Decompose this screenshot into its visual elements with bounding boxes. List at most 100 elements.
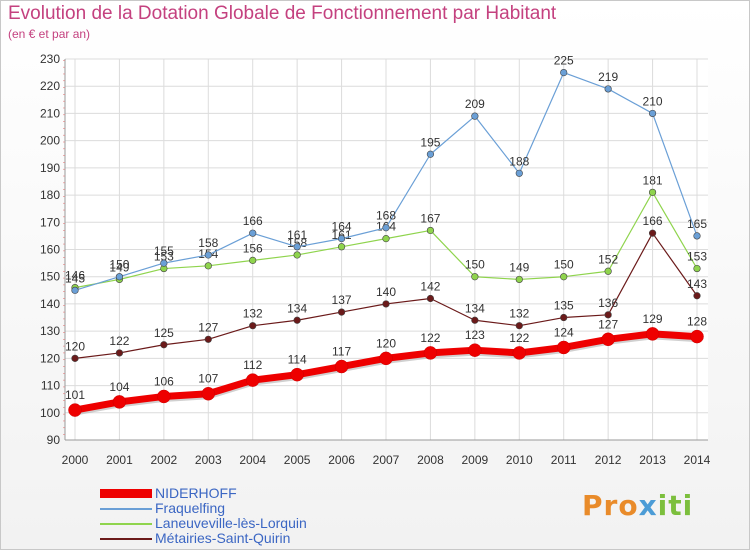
- x-tick-label: 2001: [106, 453, 133, 467]
- data-label-fraquelfing: 164: [332, 220, 352, 234]
- point-laneuveville-les-lorquin: [693, 264, 701, 273]
- legend-swatch: [100, 508, 152, 510]
- logo-part-3: iti: [657, 489, 694, 522]
- data-label-fraquelfing: 158: [198, 236, 218, 250]
- point-metairies-saint-quirin: [515, 322, 523, 330]
- data-label-fraquelfing: 166: [243, 214, 263, 228]
- data-label-laneuveville-les-lorquin: 149: [509, 260, 529, 274]
- legend-label: Métairies-Saint-Quirin: [155, 530, 291, 546]
- point-fraquelfing: [204, 251, 212, 259]
- chart-subtitle: (en € et par an): [8, 27, 91, 41]
- data-label-niderhoff: 122: [509, 331, 529, 345]
- data-label-niderhoff: 114: [288, 353, 307, 367]
- data-label-fraquelfing: 219: [598, 70, 618, 84]
- y-tick-label: 170: [40, 215, 60, 229]
- logo-part-1: Pro: [582, 489, 639, 522]
- x-tick-label: 2013: [639, 453, 666, 467]
- point-niderhoff: [245, 373, 260, 387]
- data-label-metairies-saint-quirin: 166: [643, 214, 663, 228]
- point-metairies-saint-quirin: [604, 311, 612, 319]
- point-niderhoff: [645, 327, 660, 341]
- data-label-fraquelfing: 209: [465, 97, 485, 111]
- data-label-laneuveville-les-lorquin: 149: [109, 260, 129, 274]
- legend-swatch: [100, 538, 152, 540]
- x-tick-label: 2007: [373, 453, 400, 467]
- data-label-laneuveville-les-lorquin: 156: [243, 241, 263, 255]
- data-label-laneuveville-les-lorquin: 158: [287, 236, 307, 250]
- point-fraquelfing: [337, 235, 346, 243]
- data-label-laneuveville-les-lorquin: 150: [465, 258, 485, 272]
- point-fraquelfing: [515, 169, 523, 177]
- data-label-fraquelfing: 145: [65, 271, 85, 285]
- point-niderhoff: [157, 389, 171, 404]
- y-tick-label: 110: [41, 379, 60, 393]
- point-fraquelfing: [471, 112, 479, 120]
- point-niderhoff: [112, 395, 127, 409]
- data-label-laneuveville-les-lorquin: 146: [65, 269, 85, 283]
- data-label-fraquelfing: 188: [509, 154, 529, 168]
- point-metairies-saint-quirin: [293, 316, 301, 324]
- data-label-metairies-saint-quirin: 134: [465, 301, 485, 315]
- point-laneuveville-les-lorquin: [515, 275, 523, 284]
- y-tick-label: 150: [40, 270, 60, 284]
- y-tick-label: 190: [40, 161, 60, 175]
- point-niderhoff: [423, 346, 438, 360]
- y-tick-label: 210: [40, 106, 60, 120]
- x-tick-label: 2005: [284, 453, 311, 467]
- data-label-metairies-saint-quirin: 137: [332, 293, 352, 307]
- data-label-metairies-saint-quirin: 142: [420, 279, 440, 293]
- point-laneuveville-les-lorquin: [249, 256, 257, 264]
- point-laneuveville-les-lorquin: [560, 273, 568, 281]
- data-label-niderhoff: 122: [420, 331, 440, 345]
- point-laneuveville-les-lorquin: [426, 226, 435, 235]
- data-label-metairies-saint-quirin: 125: [154, 326, 174, 340]
- data-label-metairies-saint-quirin: 120: [65, 339, 85, 353]
- legend-swatch: [100, 523, 152, 525]
- point-niderhoff: [512, 346, 527, 360]
- data-label-fraquelfing: 165: [687, 217, 707, 231]
- point-metairies-saint-quirin: [648, 229, 657, 237]
- data-label-metairies-saint-quirin: 134: [287, 301, 307, 315]
- x-tick-label: 2009: [462, 453, 489, 467]
- data-label-niderhoff: 128: [687, 315, 707, 329]
- point-metairies-saint-quirin: [71, 354, 79, 362]
- x-tick-label: 2002: [151, 453, 178, 467]
- point-fraquelfing: [382, 224, 390, 232]
- point-niderhoff: [201, 386, 216, 401]
- data-label-laneuveville-les-lorquin: 167: [420, 211, 440, 225]
- data-label-laneuveville-les-lorquin: 150: [554, 258, 574, 272]
- point-metairies-saint-quirin: [115, 349, 124, 357]
- data-label-fraquelfing: 210: [643, 94, 663, 108]
- x-tick-label: 2004: [239, 453, 266, 467]
- data-label-metairies-saint-quirin: 132: [509, 307, 529, 321]
- point-laneuveville-les-lorquin: [604, 267, 612, 275]
- legend-label: Laneuveville-lès-Lorquin: [155, 515, 307, 531]
- data-label-niderhoff: 106: [154, 374, 174, 388]
- x-tick-label: 2012: [595, 453, 622, 467]
- y-tick-label: 120: [40, 351, 60, 365]
- point-niderhoff: [68, 403, 82, 417]
- data-label-laneuveville-les-lorquin: 181: [643, 173, 663, 187]
- x-tick-label: 2006: [328, 453, 355, 467]
- point-fraquelfing: [648, 109, 657, 118]
- y-tick-label: 100: [40, 406, 60, 420]
- data-label-laneuveville-les-lorquin: 153: [687, 250, 707, 264]
- point-metairies-saint-quirin: [160, 341, 168, 349]
- data-label-metairies-saint-quirin: 135: [554, 299, 574, 313]
- data-label-niderhoff: 104: [109, 380, 129, 394]
- data-label-fraquelfing: 161: [287, 228, 307, 242]
- point-niderhoff: [290, 367, 304, 382]
- logo-part-2: x: [638, 489, 658, 522]
- data-label-niderhoff: 117: [332, 345, 351, 359]
- proxiti-logo: Proxiti: [582, 489, 693, 522]
- point-laneuveville-les-lorquin: [471, 273, 479, 281]
- data-label-niderhoff: 123: [465, 328, 485, 342]
- data-label-niderhoff: 120: [376, 336, 396, 350]
- point-metairies-saint-quirin: [204, 335, 212, 343]
- point-metairies-saint-quirin: [426, 294, 435, 303]
- point-laneuveville-les-lorquin: [337, 243, 346, 251]
- point-niderhoff: [690, 329, 704, 344]
- data-label-niderhoff: 129: [643, 312, 663, 326]
- data-label-laneuveville-les-lorquin: 161: [332, 228, 352, 242]
